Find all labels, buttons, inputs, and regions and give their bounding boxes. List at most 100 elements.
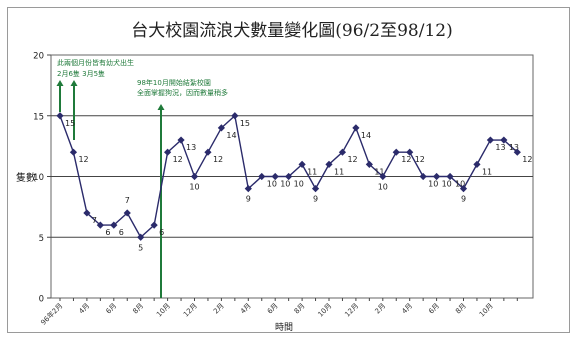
chart-frame	[7, 7, 570, 333]
x-tick-label: 10月	[478, 302, 495, 319]
data-label: 11	[482, 167, 492, 176]
data-label: 5	[138, 243, 143, 252]
data-point	[473, 160, 481, 168]
x-tick-label: 8月	[293, 302, 307, 316]
annotation-arrow-3-head	[157, 104, 165, 110]
annotation-text: 全面掌握狗況，因而數量稍多	[137, 88, 228, 97]
data-point	[486, 136, 494, 144]
data-label: 10	[442, 180, 452, 189]
data-label: 14	[226, 131, 236, 140]
data-point	[379, 172, 387, 181]
y-tick-label: 0	[39, 295, 44, 305]
data-point	[150, 221, 158, 229]
data-label: 6	[119, 228, 124, 237]
x-tick-label: 2月	[212, 302, 226, 316]
data-label: 12	[415, 155, 425, 164]
data-label: 10	[294, 180, 304, 189]
x-tick-label: 10月	[155, 302, 172, 319]
annotation-arrow-2-head	[70, 80, 78, 86]
data-point	[217, 124, 225, 132]
data-label: 9	[313, 195, 318, 204]
data-point	[406, 148, 414, 156]
data-point	[69, 148, 78, 156]
data-label: 9	[246, 195, 251, 204]
x-tick-label: 4月	[78, 302, 92, 316]
x-tick-label: 6月	[266, 302, 280, 316]
data-label: 10	[280, 180, 290, 189]
x-tick-label: 6月	[104, 302, 118, 316]
x-tick-label: 4月	[400, 302, 414, 316]
data-label: 15	[240, 119, 250, 128]
data-point	[352, 124, 360, 132]
data-label: 10	[378, 183, 388, 192]
annotation-text: 此兩個月份皆有幼犬出生	[57, 58, 134, 67]
data-label: 6	[159, 228, 164, 237]
data-label: 11	[374, 167, 384, 176]
x-tick-label: 96年2月	[39, 301, 65, 327]
annotation-text: 98年10月開始結紮校園	[137, 78, 211, 87]
x-tick-label: 12月	[182, 302, 199, 319]
data-point	[446, 172, 454, 181]
data-point	[110, 221, 118, 229]
annotation-arrow-1-head	[56, 80, 64, 86]
y-axis-label: 隻數	[16, 171, 36, 184]
data-label: 11	[307, 167, 317, 176]
data-point	[56, 112, 64, 120]
data-label: 12	[78, 155, 88, 164]
data-point	[177, 136, 185, 144]
data-point	[513, 148, 521, 156]
data-point	[137, 233, 145, 241]
x-tick-label: 8月	[454, 302, 468, 316]
data-label: 11	[334, 167, 344, 176]
data-label: 12	[401, 155, 411, 164]
annotation-text: 2月6隻 3月5隻	[57, 69, 105, 78]
data-label: 15	[65, 119, 75, 128]
data-label: 14	[361, 131, 371, 140]
data-point	[392, 148, 400, 156]
data-point	[433, 172, 441, 181]
y-tick-label: 5	[39, 234, 44, 244]
y-tick-label: 10	[33, 173, 44, 183]
x-axis-label: 時間	[275, 322, 293, 333]
data-point	[123, 209, 131, 217]
x-tick-label: 10月	[316, 302, 333, 319]
data-point	[83, 209, 91, 217]
data-point	[96, 221, 104, 229]
data-label: 13	[509, 143, 519, 152]
data-point	[419, 172, 427, 181]
x-tick-label: 6月	[427, 302, 441, 316]
data-label: 12	[347, 155, 357, 164]
data-label: 10	[428, 180, 438, 189]
data-point	[325, 160, 333, 168]
y-tick-label: 15	[33, 112, 44, 122]
x-tick-label: 2月	[373, 302, 387, 316]
data-label: 10	[189, 183, 199, 192]
data-point	[164, 148, 172, 156]
data-label: 6	[105, 228, 110, 237]
data-label: 13	[495, 143, 505, 152]
data-label: 7	[92, 216, 97, 225]
chart-title: 台大校園流浪犬數量變化圖(96/2至98/12)	[131, 21, 452, 41]
data-point	[244, 185, 252, 193]
y-tick-label: 20	[33, 52, 44, 62]
data-label: 10	[267, 180, 277, 189]
data-point	[271, 172, 279, 181]
data-point	[338, 148, 347, 156]
x-tick-label: 12月	[343, 302, 360, 319]
x-tick-label: 4月	[239, 302, 253, 316]
data-point	[190, 172, 199, 181]
data-point	[204, 148, 212, 156]
data-point	[459, 185, 468, 193]
data-point	[231, 112, 239, 120]
data-label: 12	[173, 155, 183, 164]
data-point	[365, 160, 373, 168]
x-tick-label: 8月	[131, 302, 145, 316]
data-point	[500, 136, 508, 144]
data-point	[298, 160, 306, 168]
data-label: 10	[455, 180, 465, 189]
data-label: 12	[213, 155, 223, 164]
data-point	[285, 172, 293, 181]
data-label: 9	[461, 195, 466, 204]
